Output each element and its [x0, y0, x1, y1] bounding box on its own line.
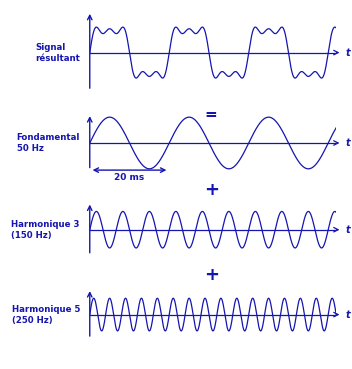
Text: Harmonique 3
(150 Hz): Harmonique 3 (150 Hz) — [11, 220, 80, 240]
Text: +: + — [204, 266, 219, 284]
Text: t: t — [346, 310, 351, 320]
Text: +: + — [204, 181, 219, 199]
Text: Fondamental
50 Hz: Fondamental 50 Hz — [17, 133, 80, 153]
Text: t: t — [346, 225, 351, 235]
Text: t: t — [346, 48, 351, 58]
Text: =: = — [205, 107, 218, 122]
Text: 20 ms: 20 ms — [114, 173, 145, 182]
Text: t: t — [346, 138, 351, 148]
Text: Harmonique 5
(250 Hz): Harmonique 5 (250 Hz) — [12, 304, 80, 325]
Text: Signal
résultant: Signal résultant — [35, 42, 80, 63]
